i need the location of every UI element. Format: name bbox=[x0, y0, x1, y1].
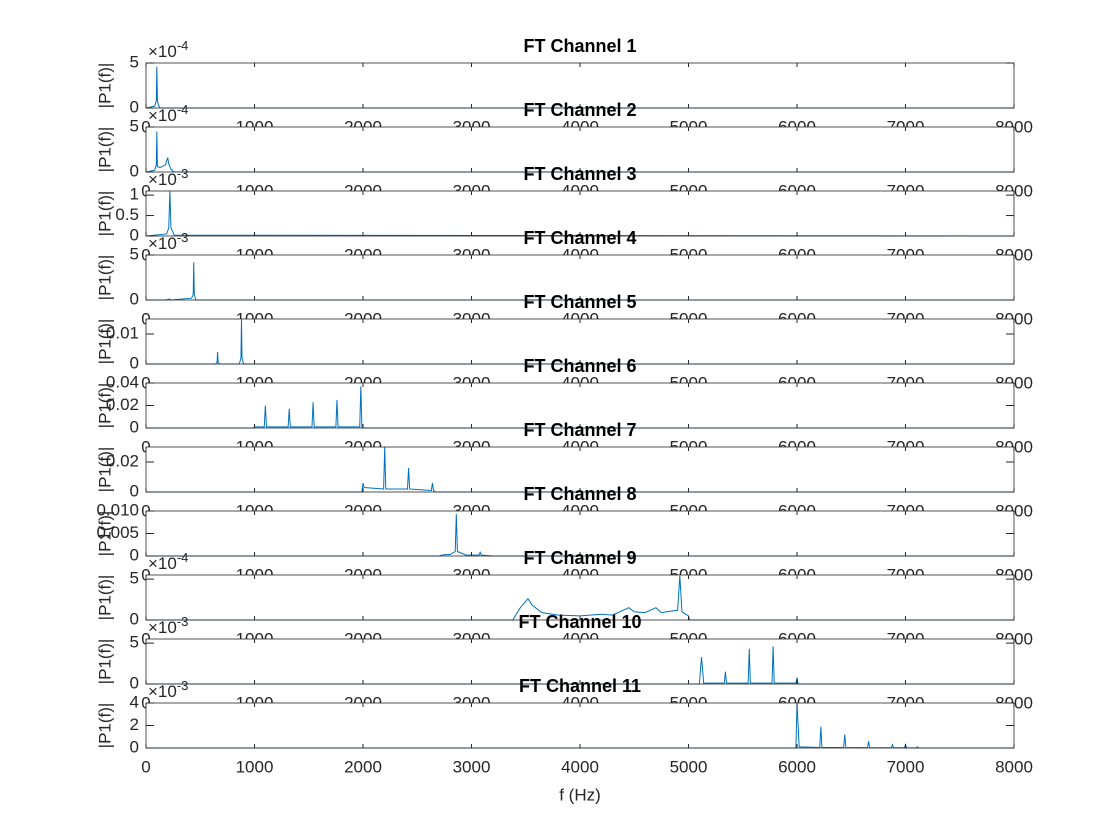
y-exponent: ×10-4 bbox=[148, 102, 188, 125]
spectrum-line bbox=[146, 386, 1014, 429]
chart-title: FT Channel 4 bbox=[523, 228, 636, 248]
y-tick-label: 0 bbox=[130, 737, 139, 756]
y-tick-label: 0 bbox=[130, 609, 139, 628]
y-exponent-power: -4 bbox=[177, 38, 189, 53]
y-tick-label: 0.010 bbox=[96, 500, 139, 519]
x-tick-label: 8000 bbox=[995, 757, 1033, 776]
chart-title: FT Channel 11 bbox=[519, 676, 641, 696]
y-tick-label: 0 bbox=[130, 97, 139, 116]
y-exponent: ×10-4 bbox=[148, 38, 188, 61]
x-tick-label: 4000 bbox=[561, 757, 599, 776]
x-axis-label: f (Hz) bbox=[559, 785, 601, 804]
y-tick-label: 0 bbox=[130, 225, 139, 244]
y-exponent-power: -3 bbox=[177, 614, 189, 629]
y-tick-label: 0.01 bbox=[106, 323, 139, 342]
y-tick-label: 0 bbox=[130, 481, 139, 500]
y-tick-label: 2 bbox=[130, 715, 139, 734]
spectrum-line bbox=[146, 446, 1014, 493]
y-axis-label: |P1(f)| bbox=[95, 447, 114, 493]
y-axis-label: |P1(f)| bbox=[95, 127, 114, 173]
y-axis-label: |P1(f)| bbox=[95, 63, 114, 109]
y-multiplier: ×10 bbox=[148, 554, 177, 573]
spectrum-line bbox=[146, 514, 1014, 557]
axes-background bbox=[146, 383, 1014, 428]
y-tick-label: 0.02 bbox=[106, 451, 139, 470]
axes-background bbox=[146, 511, 1014, 556]
y-multiplier: ×10 bbox=[148, 170, 177, 189]
y-tick-label: 5 bbox=[130, 569, 139, 588]
axes-background bbox=[146, 575, 1014, 620]
axes-background bbox=[146, 127, 1014, 172]
y-tick-label: 0 bbox=[130, 545, 139, 564]
y-multiplier: ×10 bbox=[148, 618, 177, 637]
y-axis-label: |P1(f)| bbox=[95, 639, 114, 685]
y-tick-label: 0.005 bbox=[96, 523, 139, 542]
y-exponent-power: -3 bbox=[177, 166, 189, 181]
y-tick-label: 4 bbox=[130, 692, 139, 711]
y-axis-label: |P1(f)| bbox=[95, 319, 114, 365]
chart-title: FT Channel 5 bbox=[523, 292, 636, 312]
x-tick-label: 7000 bbox=[887, 757, 925, 776]
y-tick-label: 5 bbox=[130, 116, 139, 135]
chart-title: FT Channel 2 bbox=[523, 100, 636, 120]
y-axis-label: |P1(f)| bbox=[95, 511, 114, 557]
y-tick-label: 0.5 bbox=[115, 205, 139, 224]
x-tick-label: 6000 bbox=[778, 757, 816, 776]
x-tick-label: 5000 bbox=[670, 757, 708, 776]
chart-title: FT Channel 6 bbox=[523, 356, 636, 376]
axes-background bbox=[146, 255, 1014, 300]
x-tick-label: 2000 bbox=[344, 757, 382, 776]
chart-title: FT Channel 1 bbox=[523, 36, 636, 56]
axes-background bbox=[146, 447, 1014, 492]
spectrum-line bbox=[145, 66, 1014, 109]
y-tick-label: 0 bbox=[130, 289, 139, 308]
y-tick-label: 0 bbox=[130, 673, 139, 692]
y-exponent-power: -3 bbox=[177, 230, 189, 245]
axes-background bbox=[146, 703, 1014, 748]
y-exponent: ×10-3 bbox=[148, 614, 188, 637]
spectrum-line bbox=[145, 131, 1014, 173]
axes-background bbox=[146, 191, 1014, 236]
y-tick-label: 0 bbox=[130, 353, 139, 372]
y-axis-label: |P1(f)| bbox=[95, 575, 114, 621]
y-tick-label: 1 bbox=[130, 185, 139, 204]
y-tick-label: 5 bbox=[130, 52, 139, 71]
x-tick-label: 3000 bbox=[453, 757, 491, 776]
y-tick-label: 0.02 bbox=[106, 395, 139, 414]
y-exponent-power: -4 bbox=[177, 550, 189, 565]
y-tick-label: 5 bbox=[130, 244, 139, 263]
axes-background bbox=[146, 63, 1014, 108]
y-axis-label: |P1(f)| bbox=[95, 191, 114, 237]
y-exponent: ×10-3 bbox=[148, 166, 188, 189]
chart-title: FT Channel 8 bbox=[523, 484, 636, 504]
spectrum-line bbox=[146, 646, 1014, 685]
y-axis-label: |P1(f)| bbox=[95, 255, 114, 301]
y-exponent-power: -3 bbox=[177, 678, 189, 693]
chart-title: FT Channel 9 bbox=[523, 548, 636, 568]
y-tick-label: 0 bbox=[130, 417, 139, 436]
y-axis-label: |P1(f)| bbox=[95, 383, 114, 429]
y-exponent: ×10-4 bbox=[148, 550, 188, 573]
axes-background bbox=[146, 639, 1014, 684]
y-tick-label: 5 bbox=[130, 633, 139, 652]
y-exponent: ×10-3 bbox=[148, 230, 188, 253]
x-tick-label: 1000 bbox=[236, 757, 274, 776]
chart-title: FT Channel 10 bbox=[518, 612, 641, 632]
chart-title: FT Channel 3 bbox=[523, 164, 636, 184]
spectrum-line bbox=[146, 262, 1014, 301]
y-multiplier: ×10 bbox=[148, 106, 177, 125]
y-exponent: ×10-3 bbox=[148, 678, 188, 701]
y-multiplier: ×10 bbox=[148, 682, 177, 701]
axes-background bbox=[146, 319, 1014, 364]
y-multiplier: ×10 bbox=[148, 234, 177, 253]
y-exponent-power: -4 bbox=[177, 102, 189, 117]
y-axis-label: |P1(f)| bbox=[95, 703, 114, 749]
chart-title: FT Channel 7 bbox=[523, 420, 636, 440]
y-tick-label: 0 bbox=[130, 161, 139, 180]
y-tick-label: 0.04 bbox=[106, 372, 139, 391]
y-multiplier: ×10 bbox=[148, 42, 177, 61]
spectrum-line bbox=[146, 575, 1014, 621]
x-tick-label: 0 bbox=[141, 757, 150, 776]
